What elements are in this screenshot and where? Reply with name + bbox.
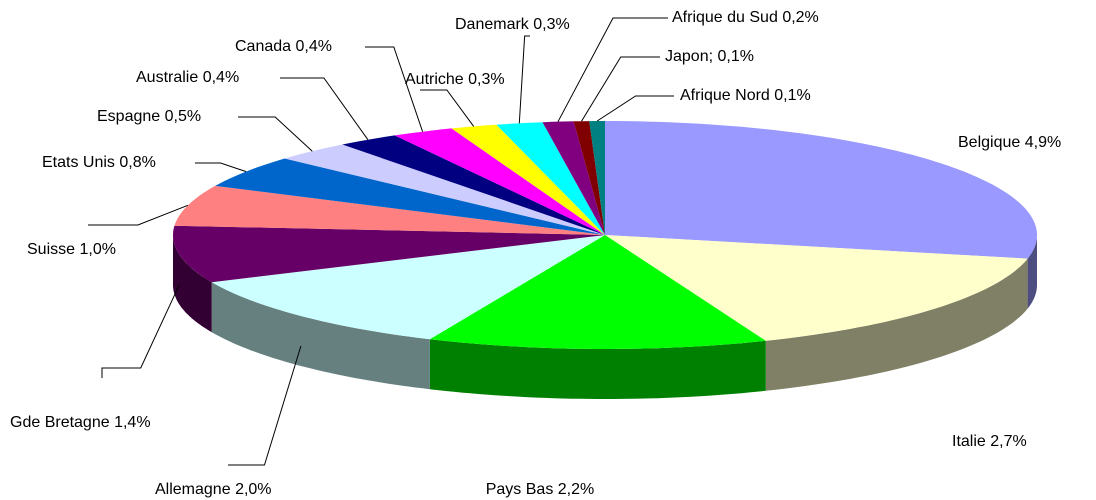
value-label: 0,4% [203,69,239,86]
slice [573,121,605,235]
category-label: Autriche [405,71,464,88]
leader-line [88,204,189,226]
category-label: Afrique du Sud [672,9,778,26]
value-label: 0,5% [165,108,201,125]
value-label: 0,2% [782,9,818,26]
slice-side [765,258,1028,391]
category-label: Gde Bretagne [10,414,110,431]
slice [394,128,605,235]
data-label: Italie 2,7% [952,433,1027,450]
value-label: 2,2% [558,481,594,498]
leader-line [280,77,369,140]
value-label: 1,0% [79,241,115,258]
data-label: Canada 0,4% [235,38,332,55]
leader-line [557,17,668,122]
slice-side [211,282,430,390]
slice [215,158,605,235]
slice [174,185,605,235]
slice [429,235,766,349]
value-label: 0,1% [718,48,754,65]
category-label: Suisse [27,241,75,258]
slice [211,235,605,340]
value-label: 0,1% [774,87,810,104]
category-label: Afrique Nord [680,87,770,104]
category-label: Danemark [455,16,530,33]
value-label: 4,9% [1025,134,1061,151]
slice-side [429,339,766,399]
value-label: 0,4% [296,38,332,55]
data-label: Belgique 4,9% [958,134,1061,151]
category-label: Australie [136,69,198,86]
slice [284,144,605,235]
leader-line [596,95,674,122]
data-label: Afrique du Sud 0,2% [672,9,819,26]
slice [605,121,1037,259]
data-label: Japon; 0,1% [665,48,754,65]
value-label: 1,4% [114,414,150,431]
slice [605,235,1028,341]
slice [451,124,605,235]
data-label: Afrique Nord 0,1% [680,87,811,104]
leader-line [365,46,424,132]
leader-line [101,284,180,378]
data-label: Suisse 1,0% [27,241,116,258]
slice-side [1027,235,1037,309]
data-label: Allemagne 2,0% [155,481,272,498]
category-label: Espagne [97,108,160,125]
data-label: Australie 0,4% [136,69,239,86]
data-label: Espagne 0,5% [97,108,201,125]
category-label: Belgique [958,134,1020,151]
value-label: 2,7% [990,433,1026,450]
category-label: Japon; [665,48,713,65]
data-label: Etats Unis 0,8% [42,154,156,171]
slice [589,121,605,235]
leader-line [581,56,660,122]
value-label: 2,0% [235,481,271,498]
data-label: Autriche 0,3% [405,71,505,88]
data-label: Danemark 0,3% [455,16,570,33]
value-label: 0,3% [468,71,504,88]
slice [496,122,605,235]
data-label: Gde Bretagne 1,4% [10,414,151,431]
data-label: Pays Bas 2,2% [486,481,595,498]
slice [173,225,605,283]
leader-line [195,162,247,173]
category-label: Allemagne [155,481,231,498]
leader-line [228,345,302,466]
leader-line [518,35,530,124]
category-label: Italie [952,433,986,450]
category-label: Etats Unis [42,154,115,171]
leader-line [420,89,475,127]
leader-line [238,116,313,152]
category-label: Canada [235,38,291,55]
value-label: 0,3% [533,16,569,33]
slice [342,135,605,235]
slice [542,121,605,235]
value-label: 0,8% [119,154,155,171]
slice-side [173,235,212,333]
category-label: Pays Bas [486,481,554,498]
